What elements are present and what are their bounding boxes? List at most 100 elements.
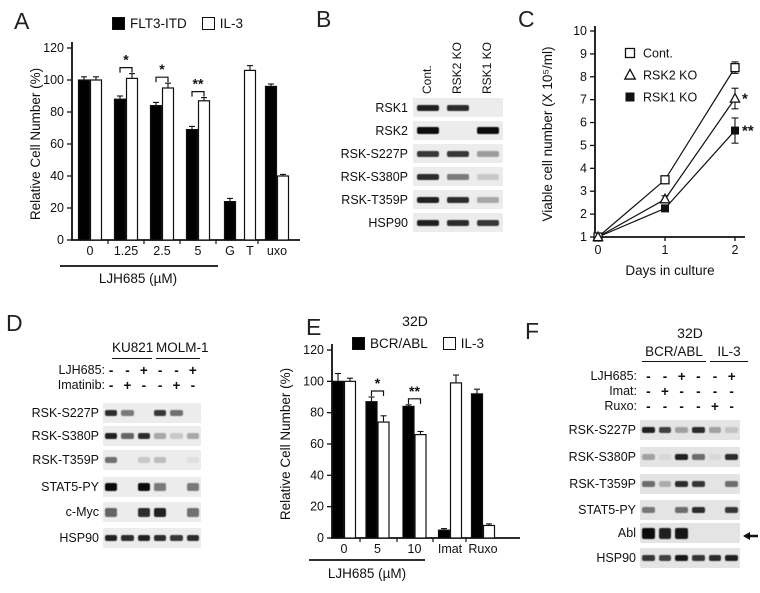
treatment-ljh685-lane-5: - (712, 369, 718, 384)
legend-label-rsk2-ko: RSK2 KO (643, 69, 697, 83)
bar-il-3-0 (89, 79, 103, 241)
bar-il-3-2-5 (161, 87, 175, 241)
x-cat-label: 10 (408, 542, 422, 556)
band-hsp90-lane-2 (446, 219, 470, 226)
panel-e-legend: BCR/ABL IL-3 (352, 336, 499, 351)
blot-strip-rsk2 (413, 121, 503, 140)
band-rsk-s227p-lane-2 (121, 410, 134, 416)
legend-swatch-flt3-itd-icon (112, 17, 125, 30)
band-stat5-py-lane-1 (104, 483, 118, 491)
blot-row-label-rsk-s227p: RSK-S227P (31, 406, 99, 420)
band-rsk-s380p-lane-3 (137, 433, 151, 439)
y-tick-label: 60 (310, 437, 324, 451)
blot-strip-hsp90 (103, 528, 201, 548)
y-tick-label: 3 (580, 184, 587, 198)
x-tick-label: 0 (595, 243, 602, 257)
bar-il-3-0 (343, 380, 357, 539)
band-rsk-t359p-lane-1 (104, 457, 118, 463)
panel-f-label: F (525, 318, 540, 344)
legend-label-cont: Cont. (643, 47, 673, 61)
band-rsk-s380p-lane-3 (675, 454, 688, 460)
bar-il-3-uxo (276, 175, 290, 241)
panel-b-blot: Cont. RSK2 KO RSK1 KO RSK1 RSK2 RSK-S227P RSK-… (300, 0, 530, 270)
treatment-ruxo-lane-5: + (711, 399, 719, 414)
blot-strip-hsp90 (413, 213, 503, 232)
bar-il-3-ruxo (482, 524, 496, 539)
sig-label: * (159, 61, 165, 77)
blot-row-label-rsk-t359p: RSK-T359P (341, 192, 408, 207)
marker-cont-icon (660, 175, 670, 185)
band-rsk-s227p-lane-6 (725, 427, 738, 433)
band-rsk-s380p-lane-2 (658, 454, 672, 460)
treatment-imatinib-lane-4: - (157, 378, 163, 393)
sig-label: * (375, 375, 381, 391)
panel-f-blot: BCR/ABL IL-3 LJH685: - - + - - + Imat: - + - - - - Ruxo:… (520, 300, 760, 593)
y-tick-label: 40 (50, 169, 64, 183)
band-hsp90-lane-4 (153, 535, 167, 541)
treatment-ruxo-lane-2: - (662, 399, 668, 414)
bar-bcr-abl-imat (437, 529, 451, 539)
legend-label-bcr-abl: BCR/ABL (370, 336, 428, 351)
band-c-myc-lane-3 (137, 507, 151, 517)
blot-row-label-c-myc: c-Myc (65, 505, 99, 519)
treatment-ljh685-lane-2: - (125, 363, 130, 378)
band-rsk2-lane-3 (476, 127, 500, 134)
band-rsk-s227p-lane-1 (642, 427, 655, 433)
legend-item-bcr-abl: BCR/ABL (352, 336, 428, 351)
x-cat-label: 0 (341, 542, 348, 556)
band-rsk-s227p-lane-2 (658, 427, 672, 433)
blot-strip-stat5-py (640, 500, 740, 520)
group-label-bcr-abl: BCR/ABL (645, 344, 703, 359)
treatment-imat-lane-4: - (696, 384, 701, 399)
band-rsk-t359p-lane-4 (153, 457, 167, 463)
band-stat5-py-lane-3 (675, 507, 688, 513)
y-axis-label: Relative Cell Number (%) (278, 368, 293, 520)
treatment-label-ljh685: LJH685: (58, 363, 105, 377)
group-underline (156, 358, 200, 359)
treatment-ljh685-lane-6: + (727, 369, 736, 384)
treatment-ljh685-lane-2: - (662, 369, 668, 384)
treatment-ljh685-lane-1: - (108, 363, 114, 378)
band-rsk-s380p-lane-1 (104, 433, 118, 439)
y-tick-label: 80 (50, 105, 64, 119)
blot-row-label-rsk-s380p: RSK-S380P (340, 169, 408, 184)
x-cat-label: G (225, 244, 235, 258)
blot-row-label-rsk-t359p: RSK-T359P (569, 477, 636, 491)
bar-il-3-5 (197, 100, 211, 241)
band-hsp90-lane-6 (725, 555, 738, 561)
y-tick-label: 0 (317, 531, 324, 545)
band-hsp90-lane-3 (476, 219, 500, 226)
blot-strip-rsk-t359p (103, 450, 201, 470)
blot-row-label-rsk-t359p: RSK-T359P (32, 453, 99, 467)
y-tick-label: 8 (580, 70, 587, 84)
blot-row-label-abl: Abl (617, 526, 636, 540)
band-abl-lane-2 (658, 527, 672, 539)
group-label-ku821: KU821 (112, 340, 154, 355)
x-cat-label: 0 (87, 244, 94, 258)
legend-swatch-il-3-icon (442, 337, 456, 350)
marker-rsk2-ko-icon (659, 192, 671, 204)
sig-bracket (370, 390, 385, 396)
marker-cont-icon (730, 62, 740, 73)
blot-strip-stat5-py (103, 477, 201, 497)
x-cat-label: 1.25 (114, 244, 138, 258)
band-rsk-s380p-lane-4 (153, 433, 167, 439)
band-rsk-t359p-lane-1 (642, 481, 655, 487)
band-rsk1-lane-2 (446, 104, 470, 111)
x-cat-label: T (246, 244, 254, 258)
blot-row-label-hsp90: HSP90 (59, 531, 99, 545)
legend-marker-rsk2-ko-icon (623, 68, 637, 80)
marker-rsk1-ko-icon (731, 126, 739, 135)
panel-e-bar-chart: 0 20 40 60 80 100 120 Relative Cell Number (%) 0… (278, 343, 520, 581)
band-rsk-s227p-lane-2 (446, 150, 470, 157)
band-rsk-t359p-lane-4 (692, 481, 705, 487)
treatment-imat-lane-3: - (679, 384, 684, 399)
sig-bracket (407, 398, 422, 404)
marker-rsk2-ko-icon (729, 92, 741, 103)
band-hsp90-lane-6 (186, 535, 200, 541)
bar-bcr-abl-ruxo (470, 393, 484, 539)
y-tick-label: 1 (580, 230, 587, 244)
band-rsk-s227p-lane-3 (476, 150, 500, 157)
